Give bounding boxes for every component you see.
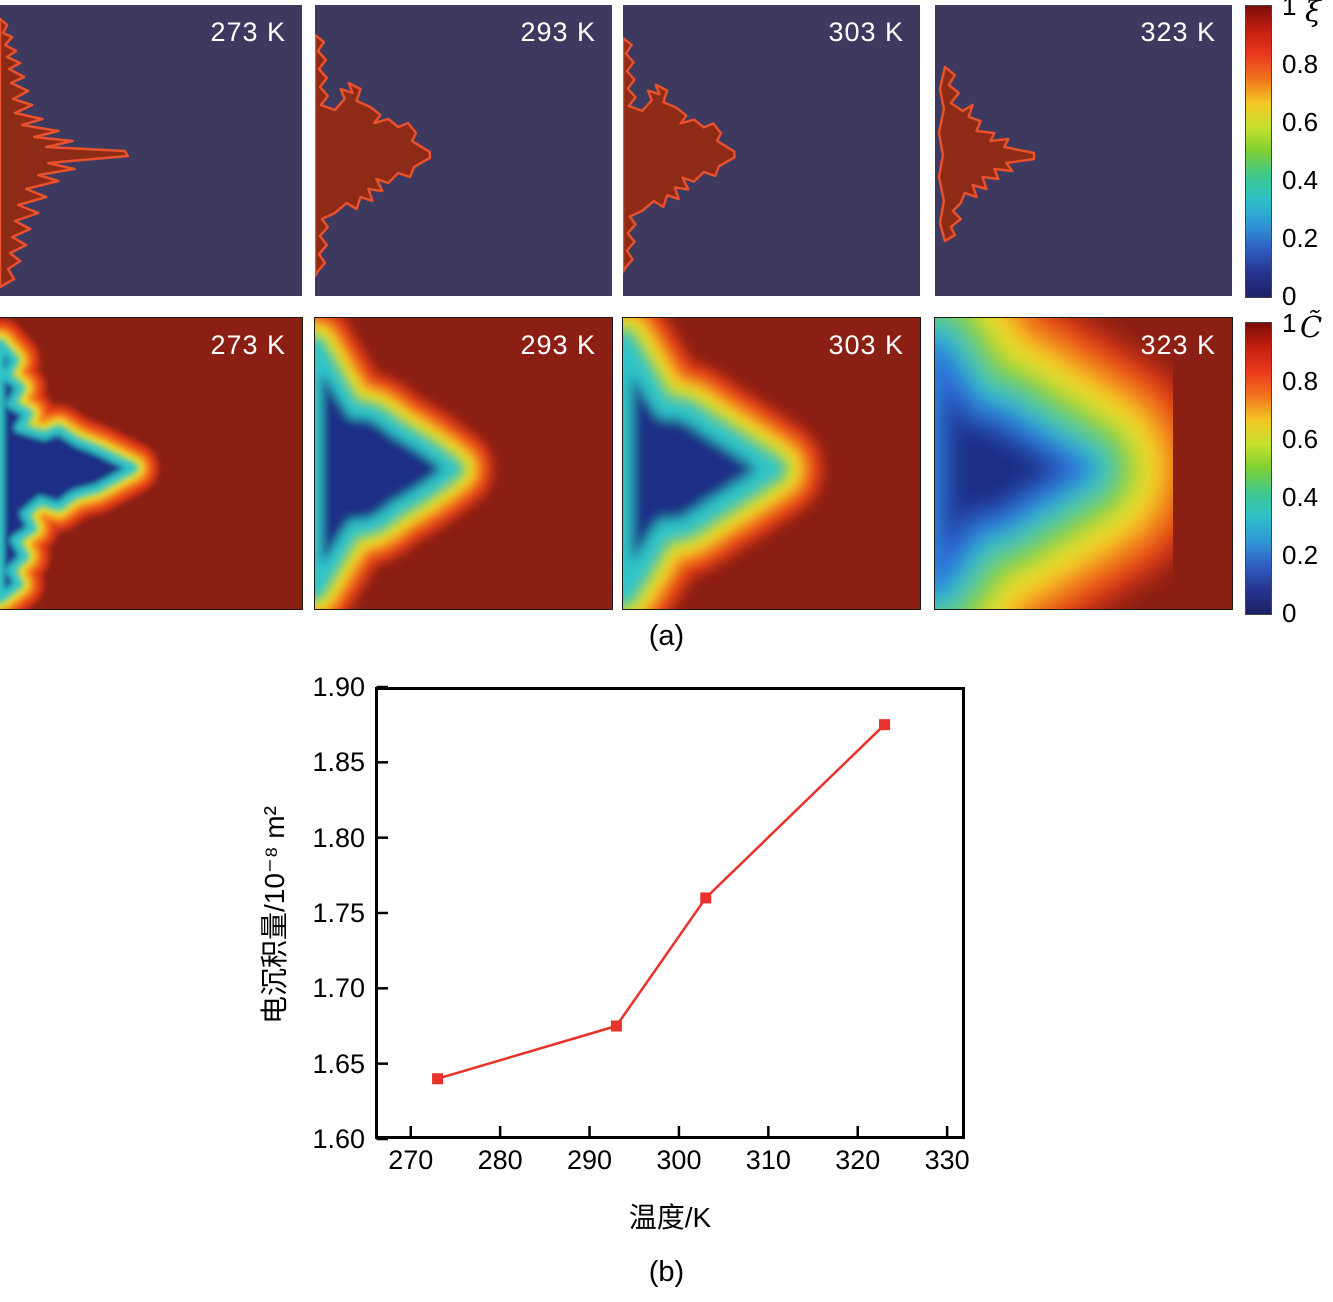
temperature-label: 293 K xyxy=(520,330,596,360)
x-tick-label: 290 xyxy=(567,1145,613,1175)
c-panel-323k: 323 K xyxy=(934,317,1233,610)
temperature-label: 323 K xyxy=(1140,17,1216,47)
temperature-label: 323 K xyxy=(1140,330,1216,360)
temperature-label: 303 K xyxy=(828,330,904,360)
xi-heatmap-273k xyxy=(0,5,302,296)
caption-b: (b) xyxy=(648,1256,685,1288)
x-tick-label: 270 xyxy=(388,1145,434,1175)
dendrite-shape xyxy=(0,17,130,289)
c-panel-293k: 293 K xyxy=(314,317,613,610)
x-tick-label: 310 xyxy=(745,1145,791,1175)
colorbar-tick: 0.2 xyxy=(1282,223,1319,253)
colorbar-tick: 0 xyxy=(1282,281,1297,311)
dendrite-shape xyxy=(623,36,736,274)
colorbar-tick: 1 xyxy=(1282,308,1297,338)
c-colorbar xyxy=(1245,322,1272,615)
y-tick-label: 1.65 xyxy=(312,1048,365,1079)
c-heatmap-293k xyxy=(315,318,612,609)
colorbar-tick: 0.8 xyxy=(1282,366,1319,396)
c-colorbar-ticks: 1 0.8 0.6 0.4 0.2 0 xyxy=(1274,308,1333,628)
c-panel-273k: 273 K xyxy=(0,317,303,610)
data-point-marker xyxy=(610,1020,622,1032)
c-heatmap-273k xyxy=(0,318,302,609)
xi-panel-293k: 293 K xyxy=(315,5,612,296)
x-tick-label: 300 xyxy=(656,1145,702,1175)
caption-a: (a) xyxy=(648,620,685,652)
xi-symbol: ξ xyxy=(1305,0,1321,28)
data-point-marker xyxy=(879,719,891,731)
dendrite-shape xyxy=(937,65,1036,243)
c-heatmap-323k xyxy=(935,318,1232,609)
line-chart: 270 280 290 300 310 320 330 1.60 1.65 1.70 1.75 1.8… xyxy=(312,672,969,1175)
data-point-marker xyxy=(700,892,712,904)
colorbar-tick: 1 xyxy=(1282,0,1297,21)
y-tick-label: 1.90 xyxy=(312,672,365,702)
x-tick-label: 320 xyxy=(835,1145,881,1175)
xi-panel-323k: 323 K xyxy=(935,5,1232,296)
temperature-label: 273 K xyxy=(210,17,286,47)
y-tick-label: 1.60 xyxy=(312,1124,365,1154)
x-tick-label: 330 xyxy=(924,1145,970,1175)
colorbar-tick: 0.8 xyxy=(1282,49,1319,79)
colorbar-tick: 0 xyxy=(1282,598,1297,628)
colorbar-tick: 0.2 xyxy=(1282,540,1319,570)
temperature-label: 273 K xyxy=(210,330,286,360)
xi-colorbar-ticks: 1 0.8 0.6 0.4 0.2 0 xyxy=(1274,0,1333,311)
colorbar-tick: 0.4 xyxy=(1282,165,1319,195)
c-tilde-symbol: C̃ xyxy=(1300,310,1323,344)
xi-panel-273k: 273 K xyxy=(0,5,302,296)
c-panel-303k: 303 K xyxy=(622,317,921,610)
line-chart-svg xyxy=(375,685,965,1141)
y-tick-label: 1.85 xyxy=(312,747,365,778)
data-point-marker xyxy=(432,1073,444,1085)
colorbar-tick: 0.6 xyxy=(1282,424,1319,454)
xi-heatmap-323k xyxy=(935,5,1232,296)
xi-heatmap-293k xyxy=(315,5,612,296)
temperature-label: 303 K xyxy=(828,17,904,47)
c-heatmap-303k xyxy=(623,318,920,609)
y-tick-label: 1.80 xyxy=(312,822,365,853)
colorbar-tick: 0.4 xyxy=(1282,482,1319,512)
x-axis-label: 温度/K xyxy=(628,1202,712,1233)
colorbar-tick: 0.6 xyxy=(1282,107,1319,137)
xi-heatmap-303k xyxy=(623,5,920,296)
xi-colorbar xyxy=(1245,5,1272,298)
y-tick-label: 1.75 xyxy=(312,898,365,928)
xi-panel-303k: 303 K xyxy=(623,5,920,296)
x-tick-label: 280 xyxy=(477,1145,523,1175)
dendrite-shape xyxy=(315,33,432,278)
temperature-label: 293 K xyxy=(520,17,596,47)
y-tick-label: 1.70 xyxy=(312,973,365,1004)
